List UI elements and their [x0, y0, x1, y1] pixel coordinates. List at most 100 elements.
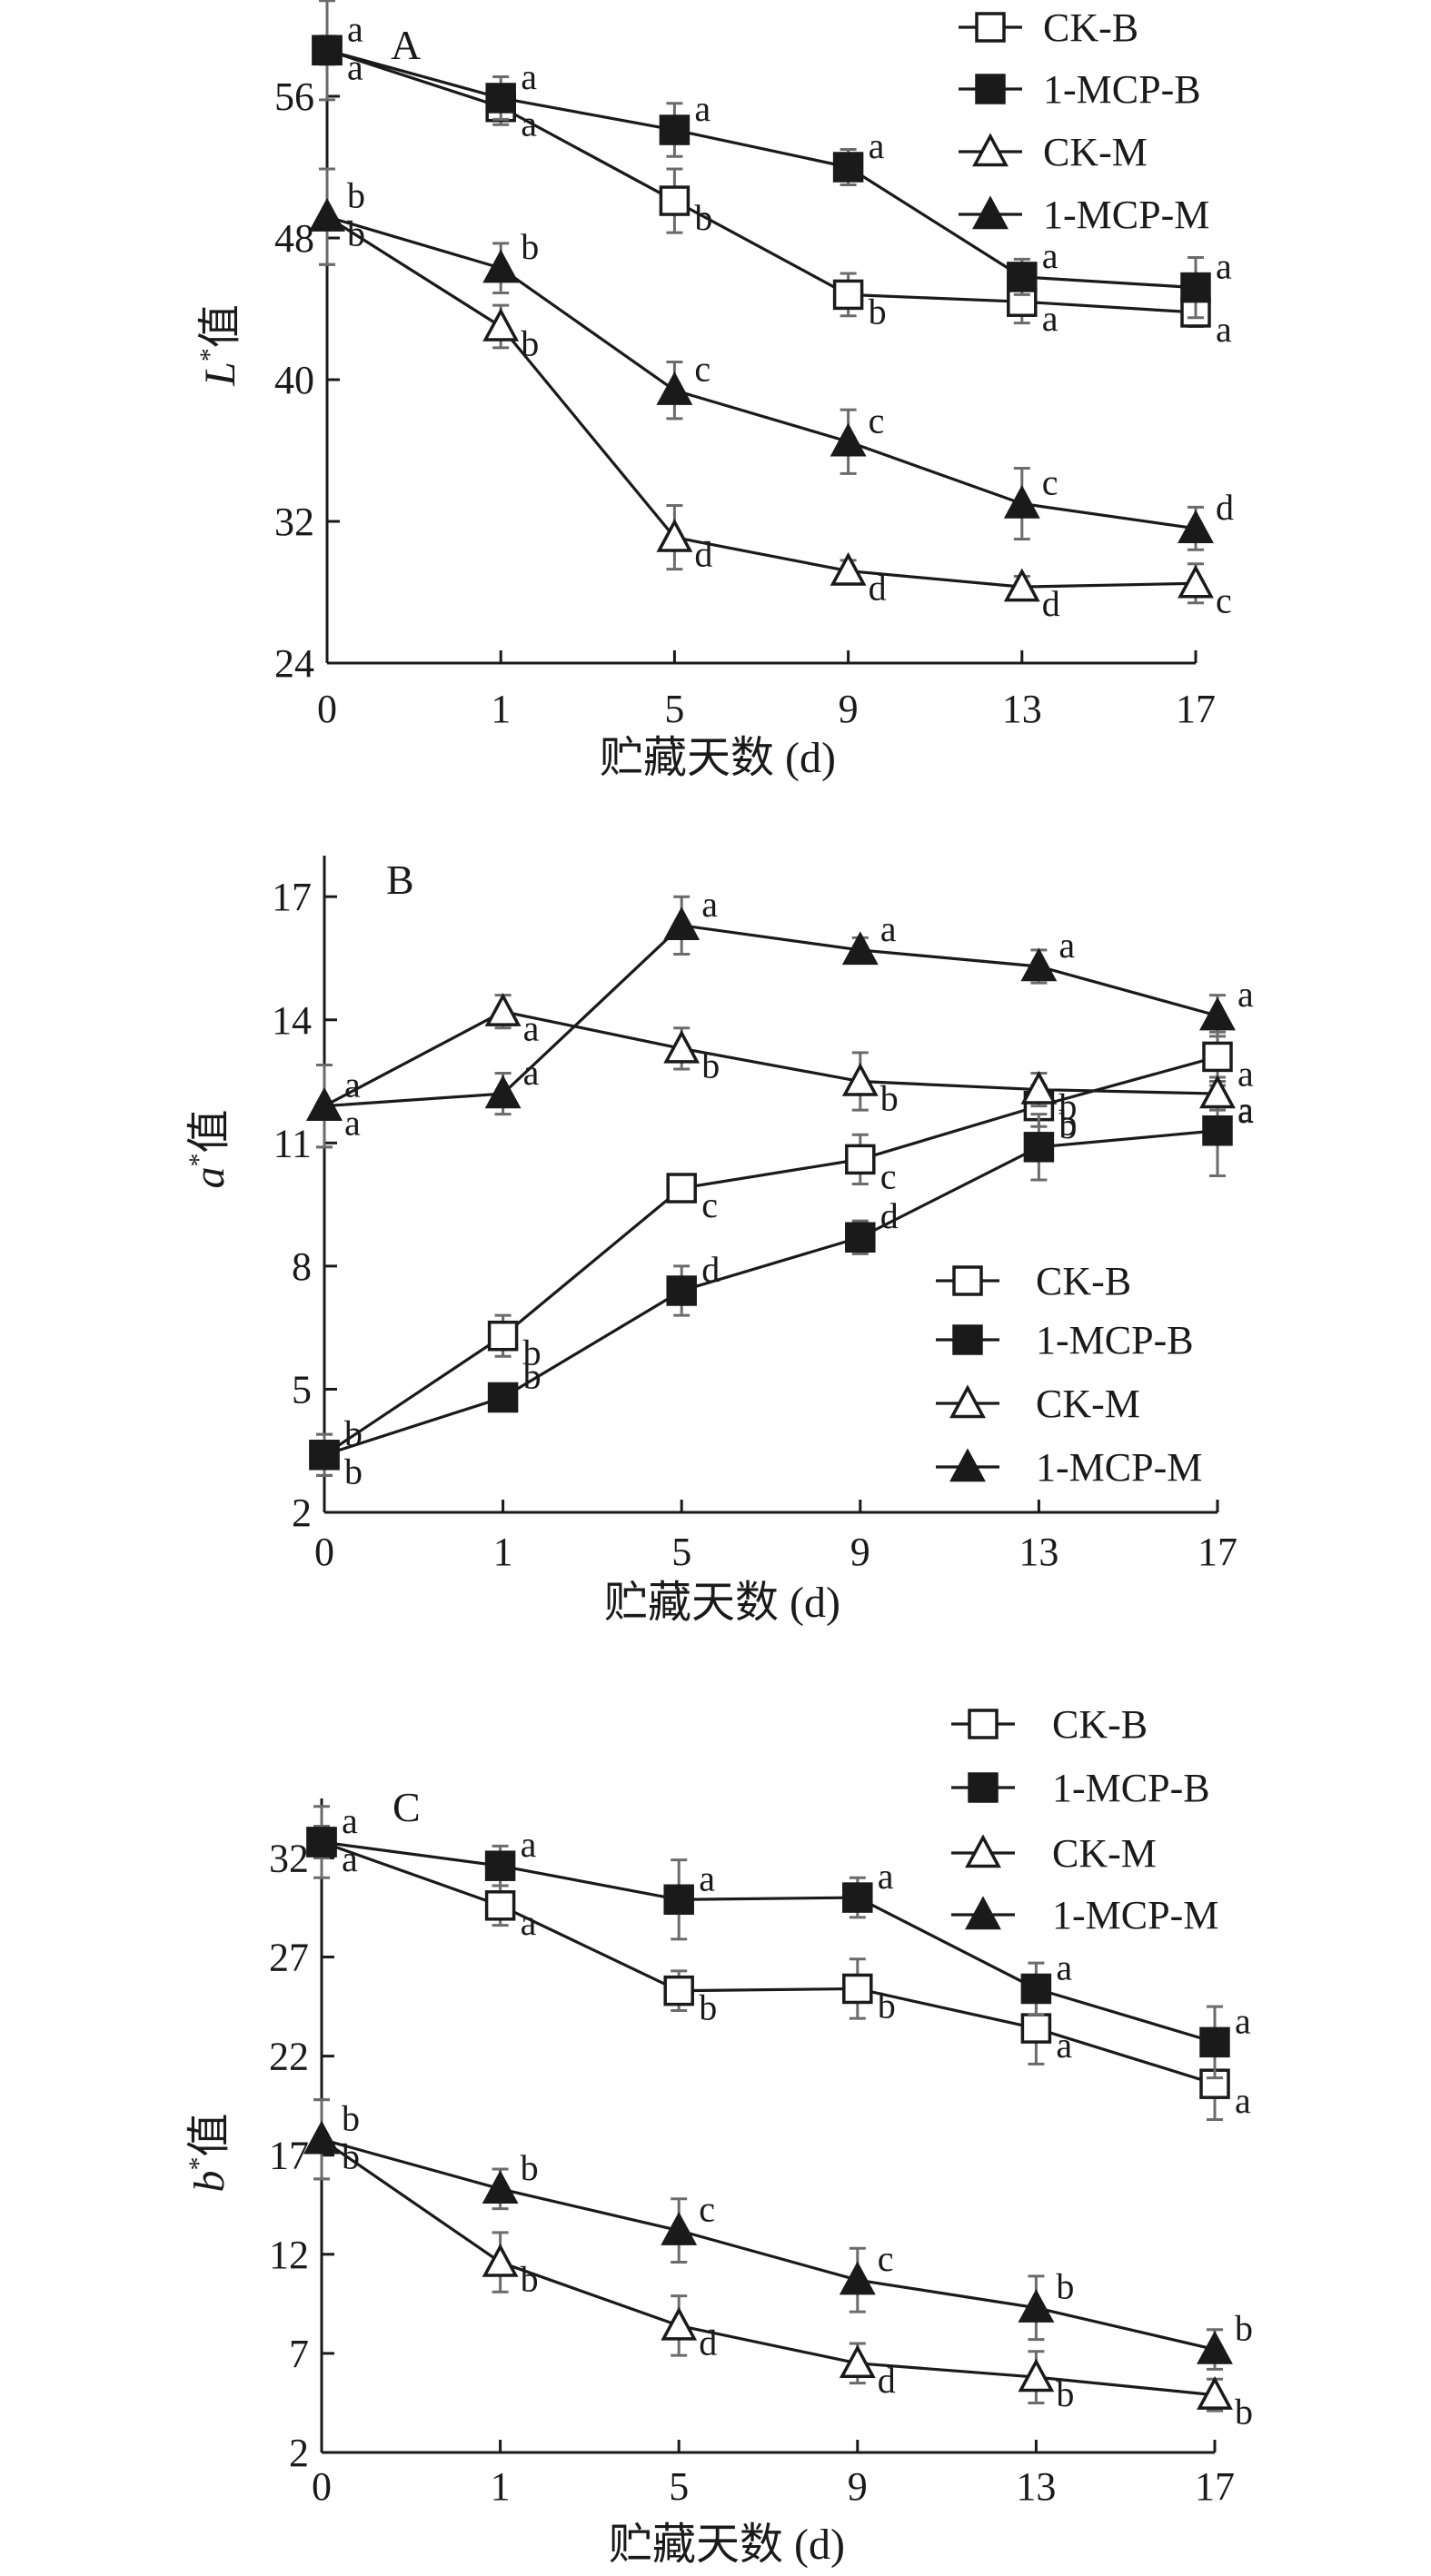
significance-letter: b — [342, 2135, 360, 2176]
data-point-marker — [845, 1222, 876, 1253]
panel-letter: C — [393, 1784, 421, 1830]
significance-letter: a — [521, 104, 537, 144]
significance-letter: a — [694, 88, 711, 129]
significance-letter: a — [880, 908, 897, 949]
series-line — [326, 48, 1197, 314]
legend: CK-B 1-MCP-B CK-M 1-MCP-M — [959, 5, 1209, 237]
y-axis-title: b*值 — [184, 2113, 234, 2192]
significance-letter: b — [523, 1333, 542, 1373]
y-axis-title: a*值 — [184, 1109, 234, 1188]
significance-letter: b — [344, 1451, 363, 1492]
x-axis-title: 贮藏天数 (d) — [609, 2521, 845, 2569]
data-point-marker — [1202, 1115, 1233, 1146]
data-point-marker — [482, 249, 520, 283]
y-tick-label: 17 — [269, 2134, 309, 2178]
significance-letter: a — [344, 1103, 361, 1144]
significance-letter: d — [694, 534, 712, 575]
data-point-marker — [1197, 2376, 1233, 2410]
data-point-marker — [1199, 2026, 1230, 2058]
x-tick-label: 9 — [848, 2464, 868, 2509]
legend-marker — [972, 133, 1009, 167]
series-line — [321, 2137, 1216, 2352]
significance-letter: a — [869, 125, 885, 166]
legend-marker — [965, 1896, 1001, 1930]
x-tick-label: 5 — [664, 687, 684, 731]
significance-letter: b — [699, 1987, 717, 2028]
y-tick-label: 12 — [269, 2233, 309, 2277]
y-tick-label: 8 — [292, 1244, 312, 1289]
significance-letter: a — [342, 1800, 358, 1841]
significance-letter: b — [1235, 2392, 1253, 2432]
data-point-marker — [487, 1320, 519, 1352]
data-point-marker — [1003, 568, 1040, 602]
significance-letter: a — [521, 1902, 537, 1943]
significance-letter: d — [1216, 487, 1234, 528]
series-line — [326, 215, 1197, 530]
x-tick-label: 13 — [1016, 2464, 1056, 2509]
y-tick-label: 48 — [274, 216, 314, 261]
significance-letter: d — [701, 1249, 720, 1290]
panel-letter: B — [386, 857, 414, 903]
significance-letter: a — [878, 1856, 894, 1897]
data-point-marker — [663, 1884, 694, 1916]
series-line — [323, 1129, 1218, 1457]
significance-letter: b — [521, 2259, 539, 2300]
data-point-marker — [666, 1275, 697, 1306]
significance-letter: a — [347, 8, 363, 49]
significance-letter: b — [1058, 1103, 1077, 1144]
data-point-marker — [482, 2170, 519, 2204]
data-point-marker — [1199, 996, 1236, 1031]
significance-letter: a — [521, 1824, 537, 1865]
significance-letter: b — [521, 2147, 539, 2188]
x-tick-label: 0 — [312, 2464, 332, 2509]
data-point-marker — [839, 2261, 876, 2295]
significance-letter: c — [699, 2189, 715, 2230]
significance-letter: a — [1216, 246, 1232, 287]
significance-letter: c — [694, 349, 711, 390]
series-line — [321, 2137, 1216, 2397]
series-line — [321, 1840, 1216, 2044]
significance-letter: d — [869, 568, 887, 609]
data-point-marker — [663, 907, 701, 941]
significance-letter: c — [1216, 580, 1232, 620]
legend-label: CK-B — [1036, 1259, 1131, 1303]
legend-marker — [965, 1834, 1001, 1868]
data-point-marker — [1023, 1132, 1055, 1163]
data-point-marker — [484, 1075, 522, 1109]
significance-letter: b — [1235, 2308, 1253, 2349]
x-tick-label: 9 — [850, 1530, 870, 1574]
y-axis-title-symbol: b — [185, 2171, 234, 2193]
y-tick-label: 14 — [272, 998, 312, 1043]
y-axis-title-suffix: 值 — [185, 2113, 234, 2156]
y-axis-title-superscript: * — [184, 1154, 214, 1167]
legend-marker — [949, 1448, 986, 1482]
data-point-marker — [656, 518, 693, 552]
x-axis-title: 贮藏天数 (d) — [600, 734, 836, 782]
data-point-marker — [484, 993, 522, 1026]
x-tick-label: 0 — [314, 1530, 334, 1574]
data-point-marker — [309, 1439, 340, 1471]
data-point-marker — [484, 1850, 516, 1881]
y-tick-label: 2 — [289, 2431, 309, 2475]
y-axis-title-symbol: L — [196, 362, 244, 387]
data-point-marker — [656, 372, 693, 405]
data-point-marker — [841, 1062, 879, 1096]
significance-letter: b — [521, 226, 539, 267]
x-axis-title: 贮藏天数 (d) — [604, 1579, 840, 1627]
y-tick-label: 2 — [292, 1491, 312, 1535]
data-point-marker — [487, 1382, 519, 1413]
legend-marker — [975, 74, 1006, 104]
significance-letter: b — [1058, 1086, 1077, 1127]
data-point-marker — [832, 279, 864, 311]
significance-letter: a — [523, 1052, 540, 1093]
significance-letter: b — [347, 175, 365, 216]
series-line — [323, 1055, 1218, 1457]
data-point-marker — [1178, 564, 1214, 599]
